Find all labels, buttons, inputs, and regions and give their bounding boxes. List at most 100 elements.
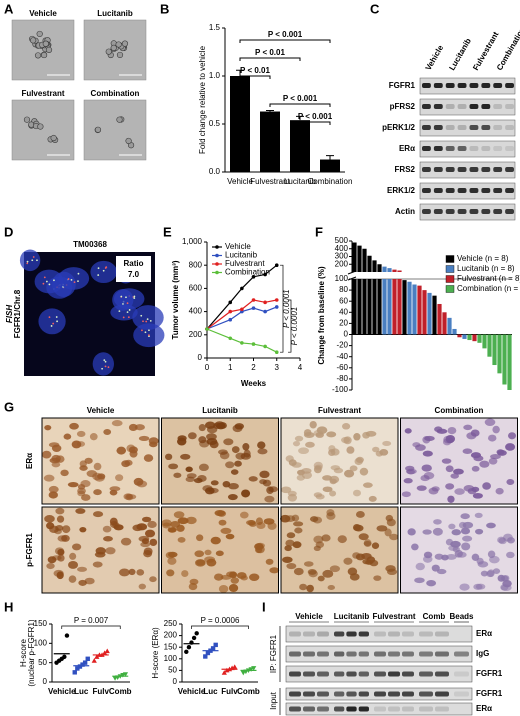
nucleus <box>486 522 496 529</box>
nucleus <box>454 488 465 495</box>
nucleus <box>165 453 173 461</box>
fish-signal <box>53 279 55 282</box>
band <box>402 691 414 697</box>
band <box>346 651 357 657</box>
nucleus <box>298 447 310 455</box>
data-point <box>221 670 227 675</box>
band <box>346 671 357 677</box>
bar <box>462 334 467 339</box>
band <box>469 167 479 172</box>
nucleus <box>443 435 453 444</box>
data-point <box>251 666 257 671</box>
data-point <box>251 342 256 346</box>
row-label: FGFR1 <box>476 689 503 698</box>
nucleus <box>240 452 252 460</box>
y-tick-label: 600 <box>189 284 203 293</box>
fish-signal <box>126 302 129 305</box>
y-tick-label: 200 <box>189 330 203 339</box>
x-tick-label: 3 <box>275 363 280 372</box>
row-label: FGFR1 <box>389 81 416 90</box>
nucleus <box>77 566 88 572</box>
nucleus <box>292 541 302 549</box>
nucleus <box>240 511 249 519</box>
cell <box>36 30 43 38</box>
micrograph <box>11 99 75 161</box>
column-label: Lucitanib <box>334 612 370 621</box>
nucleus <box>426 579 437 587</box>
nucleus <box>486 570 494 578</box>
fish-signal <box>102 269 105 272</box>
nucleus <box>376 525 388 532</box>
nucleus <box>132 305 164 330</box>
nucleus <box>225 461 235 469</box>
y-axis-label: H-score (ERα) <box>151 627 160 679</box>
data-point <box>232 664 238 669</box>
nucleus <box>450 473 459 479</box>
annotation: P < 0.001 <box>298 112 333 121</box>
band <box>419 671 433 677</box>
legend-swatch <box>445 265 455 273</box>
nucleus <box>490 454 501 460</box>
y-axis-label: Tumor volume (mm³) <box>171 260 180 339</box>
nucleus <box>434 426 443 433</box>
band <box>374 706 386 712</box>
fish-signal <box>127 316 130 319</box>
fish-signal <box>26 262 29 265</box>
bar <box>382 266 387 335</box>
nucleus <box>316 426 328 434</box>
nucleus <box>475 583 486 590</box>
y-tick-label: 400 <box>335 244 349 253</box>
ratio-label: Ratio <box>124 259 144 268</box>
annotation: P < 0.0001 <box>290 307 299 346</box>
nucleus <box>102 525 112 533</box>
nucleus <box>447 426 457 435</box>
nucleus <box>441 458 452 464</box>
nucleus <box>445 483 455 490</box>
fish-signal <box>45 280 48 283</box>
x-tick-label: Fulvestrant <box>250 177 290 186</box>
column-label: Combination <box>435 406 484 415</box>
nucleus <box>177 517 189 525</box>
nucleus <box>285 539 295 547</box>
band <box>303 671 315 677</box>
bar <box>230 76 250 172</box>
band <box>289 691 301 697</box>
nucleus <box>446 554 457 560</box>
fish-signal <box>97 274 100 276</box>
legend-label: Fulvestrant (n = 8) <box>457 274 520 283</box>
nucleus <box>382 440 392 447</box>
column-label: Fulvestrant <box>318 406 361 415</box>
bar <box>417 285 422 335</box>
blot-strip <box>419 182 516 200</box>
panel-letter: B <box>160 1 169 16</box>
cell <box>34 52 42 59</box>
band <box>303 706 315 712</box>
nucleus <box>497 449 507 456</box>
bar <box>422 290 427 335</box>
row-label: FGFR1 <box>476 669 503 678</box>
band <box>493 167 503 172</box>
side-label: FISH <box>5 305 14 323</box>
nucleus <box>354 457 363 466</box>
nucleus <box>352 523 361 531</box>
nucleus <box>500 575 509 582</box>
significance-bracket <box>239 39 331 43</box>
band <box>469 125 479 130</box>
nucleus <box>165 551 175 559</box>
x-tick-label: Vehicle <box>178 687 206 696</box>
nucleus <box>141 516 152 523</box>
fish-signal <box>36 259 38 262</box>
bar <box>352 242 357 335</box>
fish-signal <box>48 316 51 319</box>
nucleus <box>352 552 361 559</box>
band <box>317 691 329 697</box>
band <box>289 671 301 677</box>
nucleus <box>204 556 216 563</box>
image-label: Vehicle <box>29 9 57 18</box>
nucleus <box>54 528 62 535</box>
band <box>505 104 514 109</box>
bar <box>412 284 417 335</box>
nucleus <box>58 267 90 290</box>
band <box>505 146 514 151</box>
bar <box>442 312 447 335</box>
